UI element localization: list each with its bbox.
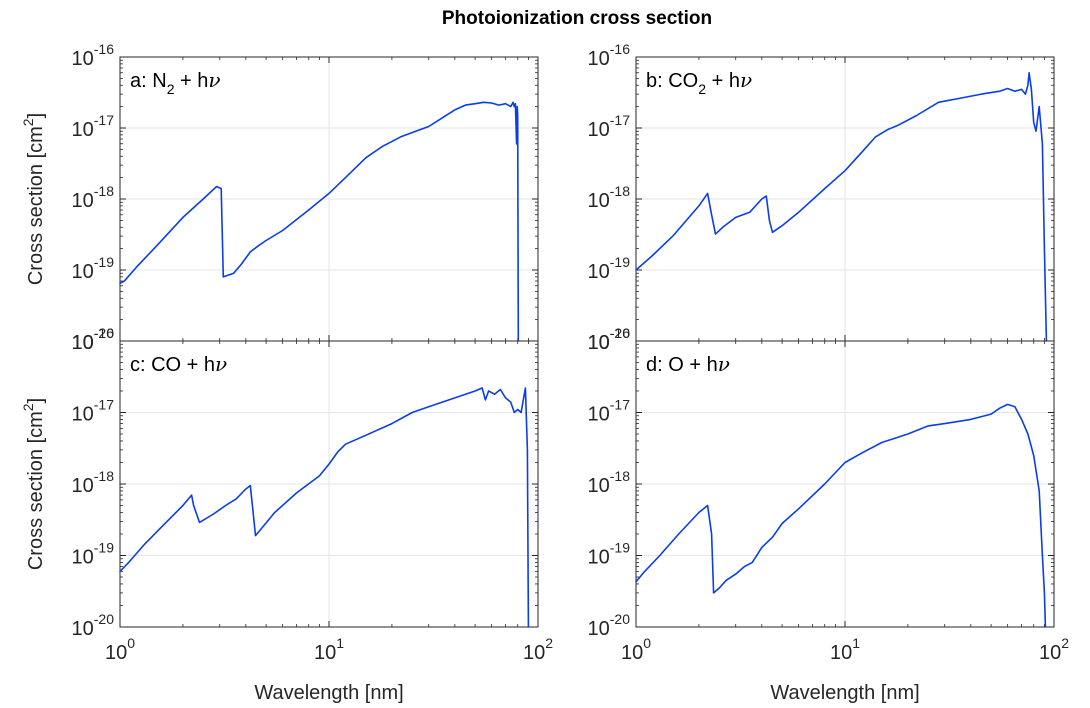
- y-tick-label: 10-17: [588, 112, 631, 141]
- panel-label: d: O + hν: [646, 352, 730, 376]
- y-tick-label: 10-17: [72, 112, 115, 141]
- panel-b: 10-20 10-19 10-18 10-17 10-16 b: CO2 + hν: [588, 41, 1055, 354]
- y-tick-label: 10-16: [72, 41, 115, 70]
- x-axis-label: Wavelength [nm]: [770, 682, 919, 704]
- y-tick-label: 10-18: [588, 468, 631, 497]
- series-line: [119, 387, 530, 628]
- y-tick-label: 10-20: [588, 611, 631, 640]
- x-tick-label: 100: [105, 635, 135, 664]
- y-tick-label: 10-19: [588, 254, 631, 283]
- x-tick-label: 101: [830, 635, 860, 664]
- x-tick-label: 100: [621, 635, 651, 664]
- panel-label: c: CO + hν: [130, 352, 227, 376]
- panel-d: 10-20 10-19 10-18 10-17 10-16 100 101 102 Wavele…: [588, 325, 1070, 704]
- y-tick-label: 10-18: [72, 468, 115, 497]
- y-tick-label: 10-20: [72, 611, 115, 640]
- panel-label: a: N2 + hν: [130, 68, 221, 97]
- y-tick-label: 10-20: [588, 325, 631, 354]
- y-tick-label: 10-16: [588, 41, 631, 70]
- x-tick-label: 102: [523, 635, 553, 664]
- y-tick-label: 10-20: [72, 325, 115, 354]
- y-axis-label: Cross section [cm2]: [20, 398, 47, 570]
- x-tick-label: 101: [314, 635, 344, 664]
- x-axis-label: Wavelength [nm]: [254, 682, 403, 704]
- series-line: [119, 101, 520, 342]
- y-tick-label: 10-18: [588, 183, 631, 212]
- panel-label: b: CO2 + hν: [646, 68, 752, 97]
- y-tick-label: 10-19: [72, 540, 115, 569]
- series-line: [635, 72, 1048, 342]
- y-tick-label: 10-16: [588, 325, 631, 354]
- series-line: [635, 403, 1047, 628]
- panel-c: 10-20 10-19 10-18 10-17 10-16 100 101 102 Wavele…: [20, 325, 553, 704]
- y-tick-label: 10-16: [72, 325, 115, 354]
- x-tick-label: 102: [1039, 635, 1069, 664]
- panels: 10-20 10-19 10-18 10-17 10-16 Cross section […: [20, 41, 1069, 704]
- y-tick-label: 10-18: [72, 183, 115, 212]
- y-tick-label: 10-17: [72, 397, 115, 426]
- y-tick-label: 10-17: [588, 397, 631, 426]
- figure-title: Photoionization cross section: [442, 8, 712, 29]
- y-tick-label: 10-19: [72, 254, 115, 283]
- y-tick-label: 10-19: [588, 540, 631, 569]
- panel-a: 10-20 10-19 10-18 10-17 10-16 Cross section […: [20, 41, 539, 354]
- y-axis-label: Cross section [cm2]: [20, 113, 47, 285]
